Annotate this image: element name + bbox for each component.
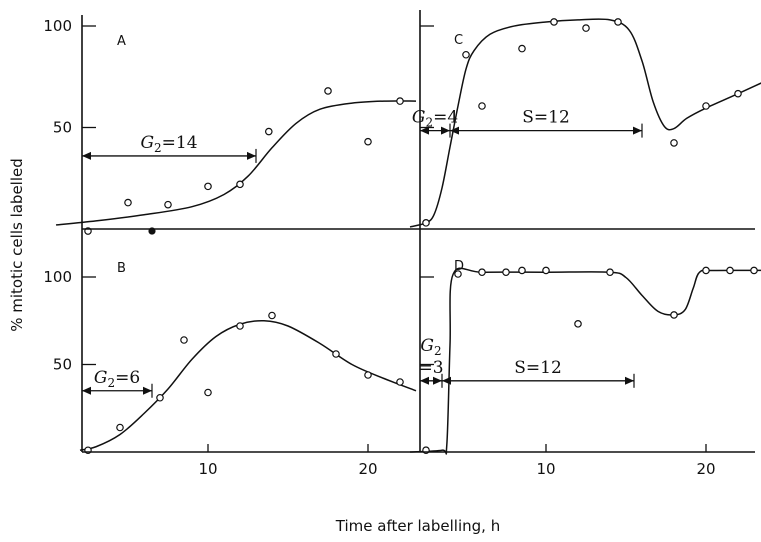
- interval-label: G2: [420, 336, 441, 358]
- data-point: [518, 44, 526, 53]
- axes-frame: [81, 10, 755, 453]
- arrowhead-right: [143, 386, 152, 395]
- arrowhead-right: [633, 126, 642, 135]
- panel-label: B: [117, 261, 126, 276]
- arrowhead-left: [420, 126, 429, 135]
- data-point: [396, 378, 404, 386]
- data-point: [396, 97, 404, 105]
- x-tick-label: 10: [536, 460, 555, 478]
- data-point: [204, 182, 212, 191]
- data-point: [156, 393, 164, 402]
- data-point: [364, 371, 372, 379]
- arrowhead-left: [442, 376, 451, 385]
- x-tick-label: 20: [358, 460, 377, 478]
- data-point: [236, 180, 244, 189]
- data-point: [180, 336, 188, 344]
- fitted-curve: [409, 18, 761, 228]
- interval-label: S=12: [522, 108, 570, 128]
- fitted-curve: [409, 267, 761, 455]
- data-point: [614, 18, 622, 26]
- panels-group: A 100 50 G2=14 B 100 50 10 20 G2=6 C G2=4 S=12 D 10 20 G…: [43, 17, 761, 478]
- data-point: [332, 350, 340, 358]
- data-point: [164, 200, 172, 209]
- y-tick-label: 50: [53, 356, 72, 374]
- data-point: [268, 311, 276, 320]
- interval-label: G2=4: [412, 108, 458, 130]
- panel-label: C: [454, 33, 463, 48]
- arrowhead-left: [420, 376, 429, 385]
- x-tick-label: 10: [198, 460, 217, 478]
- panel-label: D: [454, 259, 464, 274]
- arrowhead-right: [441, 126, 450, 135]
- panel-b: B 100 50 10 20 G2=6: [43, 261, 434, 478]
- data-point: [734, 89, 742, 98]
- fitted-curve: [55, 100, 417, 226]
- data-point: [502, 268, 510, 277]
- data-point: [422, 219, 430, 227]
- data-point: [606, 268, 614, 277]
- data-point: [364, 137, 372, 146]
- data-point: [726, 266, 734, 275]
- data-point: [124, 198, 132, 207]
- data-point: [116, 423, 124, 432]
- arrowhead-right: [247, 151, 256, 160]
- panel-label: A: [117, 34, 126, 49]
- y-axis-title: % mitotic cells labelled: [8, 158, 26, 332]
- fitted-curve: [79, 319, 417, 451]
- data-point: [324, 87, 332, 95]
- data-point: [750, 266, 758, 275]
- interval-label: G2=6: [94, 368, 140, 390]
- arrowhead-left: [82, 151, 91, 160]
- data-point: [462, 50, 470, 59]
- arrowhead-right: [625, 376, 634, 385]
- data-point: [478, 102, 486, 110]
- arrowhead-left: [82, 386, 91, 395]
- data-point: [702, 102, 710, 110]
- interval-label-line2: =3: [418, 358, 443, 378]
- data-point: [550, 18, 558, 26]
- panel-a: A 100 50 G2=14: [43, 17, 434, 235]
- y-tick-label: 100: [43, 17, 72, 35]
- data-point: [574, 320, 582, 328]
- data-point: [264, 127, 273, 136]
- data-point: [478, 268, 486, 277]
- data-point: [670, 311, 678, 319]
- data-point: [236, 322, 244, 330]
- data-point: [702, 266, 710, 275]
- data-point: [454, 270, 462, 278]
- data-point: [204, 388, 212, 397]
- arrowhead-left: [450, 126, 459, 135]
- panel-d: D 10 20 G2=3 S=12: [409, 259, 761, 478]
- interval-label: G2=14: [140, 133, 197, 155]
- data-point: [582, 24, 590, 32]
- arrowhead-right: [433, 376, 442, 385]
- y-tick-label: 100: [43, 268, 72, 286]
- data-point: [670, 139, 678, 147]
- panel-c: C G2=4 S=12: [409, 18, 761, 228]
- data-point: [518, 266, 526, 275]
- y-tick-label: 50: [53, 119, 72, 137]
- interval-label: S=12: [514, 358, 562, 378]
- x-tick-label: 20: [696, 460, 715, 478]
- x-axis-title: Time after labelling, h: [335, 517, 500, 535]
- data-point: [542, 266, 550, 275]
